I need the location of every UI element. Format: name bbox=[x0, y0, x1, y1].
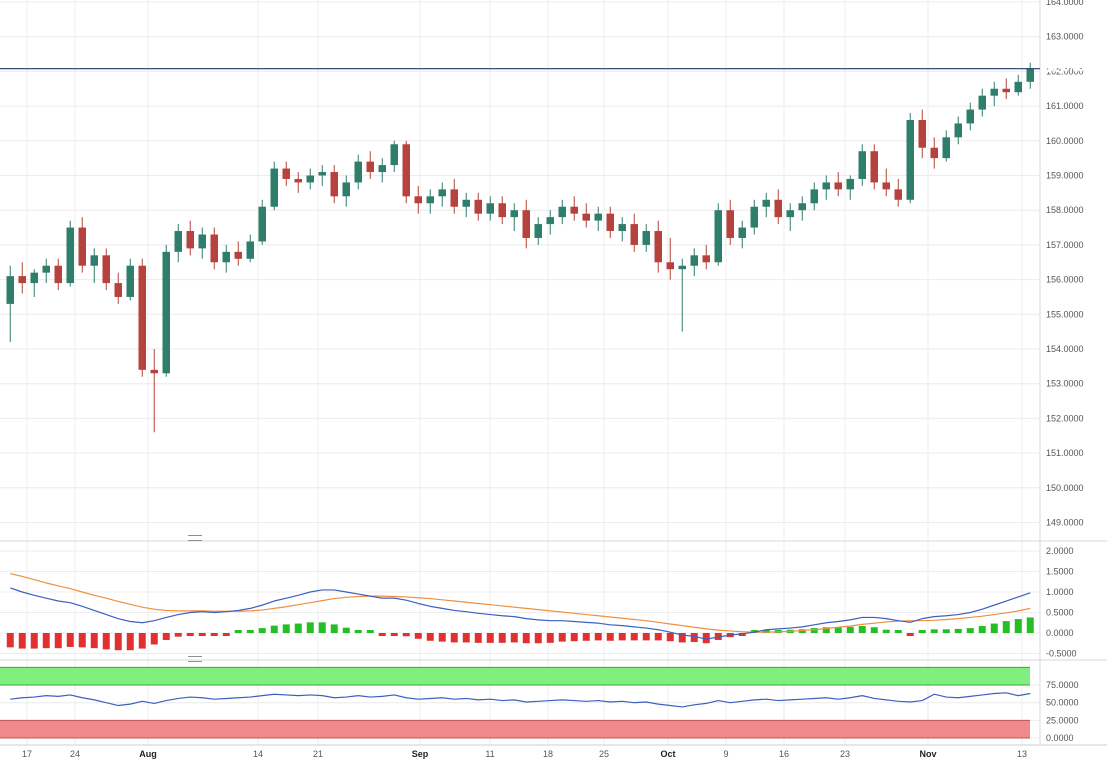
svg-text:-0.5000: -0.5000 bbox=[1046, 649, 1077, 659]
svg-text:160.0000: 160.0000 bbox=[1046, 136, 1084, 146]
svg-text:158.0000: 158.0000 bbox=[1046, 205, 1084, 215]
svg-text:162.0000: 162.0000 bbox=[1046, 66, 1084, 76]
svg-text:1.0000: 1.0000 bbox=[1046, 587, 1074, 597]
svg-text:161.0000: 161.0000 bbox=[1046, 101, 1084, 111]
svg-text:24: 24 bbox=[70, 749, 80, 759]
overbought-band bbox=[0, 667, 1030, 686]
svg-text:Aug: Aug bbox=[139, 749, 157, 759]
svg-text:25: 25 bbox=[599, 749, 609, 759]
price-axis-labels: 164.0000 163.0000 162.0000 161.0000 160.0000… bbox=[1046, 0, 1084, 528]
stochastic-zones bbox=[0, 666, 1030, 739]
svg-text:14: 14 bbox=[253, 749, 263, 759]
svg-text:75.0000: 75.0000 bbox=[1046, 680, 1079, 690]
svg-text:50.0000: 50.0000 bbox=[1046, 698, 1079, 708]
svg-text:0.5000: 0.5000 bbox=[1046, 608, 1074, 618]
candlestick-series bbox=[6, 62, 1034, 433]
svg-text:153.0000: 153.0000 bbox=[1046, 379, 1084, 389]
svg-text:16: 16 bbox=[779, 749, 789, 759]
svg-text:11: 11 bbox=[485, 749, 494, 759]
svg-text:18: 18 bbox=[543, 749, 553, 759]
svg-text:155.0000: 155.0000 bbox=[1046, 309, 1084, 319]
svg-text:Sep: Sep bbox=[412, 749, 429, 759]
svg-text:Nov: Nov bbox=[919, 749, 936, 759]
signal-line bbox=[10, 572, 1031, 633]
svg-text:163.0000: 163.0000 bbox=[1046, 32, 1084, 42]
svg-text:1.5000: 1.5000 bbox=[1046, 567, 1074, 577]
svg-text:23: 23 bbox=[840, 749, 850, 759]
svg-text:156.0000: 156.0000 bbox=[1046, 275, 1084, 285]
svg-text:13: 13 bbox=[1017, 749, 1027, 759]
panel-separators bbox=[0, 0, 1107, 746]
svg-text:17: 17 bbox=[22, 749, 32, 759]
stochastic-line bbox=[10, 692, 1031, 708]
pane-resize-handle-stochastic[interactable] bbox=[188, 656, 202, 662]
svg-text:0.0000: 0.0000 bbox=[1046, 628, 1074, 638]
svg-text:2.0000: 2.0000 bbox=[1046, 546, 1074, 556]
oversold-band bbox=[0, 720, 1030, 738]
svg-text:0.0000: 0.0000 bbox=[1046, 733, 1074, 743]
svg-text:164.0000: 164.0000 bbox=[1046, 0, 1084, 7]
svg-text:151.0000: 151.0000 bbox=[1046, 448, 1084, 458]
time-axis-labels: 17 24 Aug 14 21 Sep 11 18 25 Oct 9 16 23 Nov 13 bbox=[22, 749, 1027, 759]
svg-text:152.0000: 152.0000 bbox=[1046, 413, 1084, 423]
svg-text:157.0000: 157.0000 bbox=[1046, 240, 1084, 250]
svg-text:150.0000: 150.0000 bbox=[1046, 483, 1084, 493]
svg-text:25.0000: 25.0000 bbox=[1046, 715, 1079, 725]
svg-text:154.0000: 154.0000 bbox=[1046, 344, 1084, 354]
svg-text:Oct: Oct bbox=[660, 749, 675, 759]
svg-text:21: 21 bbox=[313, 749, 323, 759]
stochastic-axis-labels: 75.0000 50.0000 25.0000 0.0000 bbox=[1046, 680, 1079, 743]
current-price-badge: 162.0780 bbox=[1046, 64, 1084, 74]
svg-text:159.0000: 159.0000 bbox=[1046, 171, 1084, 181]
svg-text:9: 9 bbox=[723, 749, 728, 759]
pane-resize-handle-macd[interactable] bbox=[188, 535, 202, 541]
macd-histogram bbox=[6, 617, 1034, 651]
macd-line bbox=[10, 587, 1031, 640]
svg-text:149.0000: 149.0000 bbox=[1046, 518, 1084, 528]
macd-axis-labels: 2.0000 1.5000 1.0000 0.5000 0.0000 -0.5000 bbox=[1046, 546, 1077, 659]
